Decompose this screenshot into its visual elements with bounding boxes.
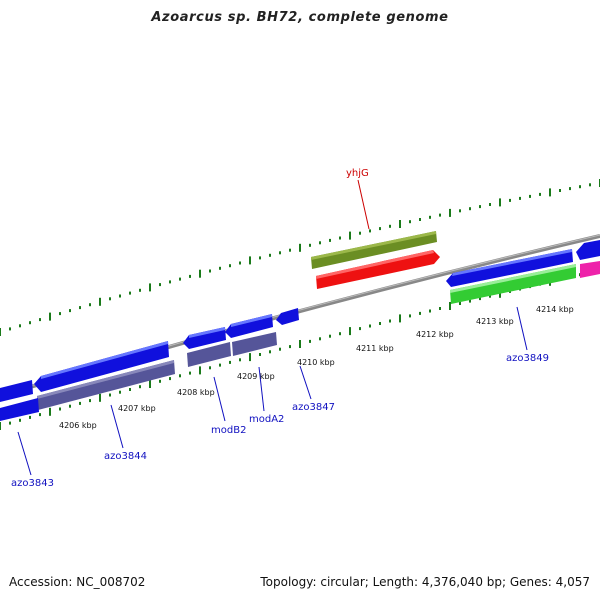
label-azo3849[interactable]: azo3849 xyxy=(506,353,549,364)
label-azo3847[interactable]: azo3847 xyxy=(292,402,335,413)
gene-forward-red-highlight xyxy=(316,250,434,279)
gene-azo3843-b[interactable] xyxy=(0,398,39,421)
label-modA2[interactable]: modA2 xyxy=(249,414,284,425)
leader-yhjG xyxy=(357,179,370,230)
genome-summary: Topology: circular; Length: 4,376,040 bp… xyxy=(260,575,590,589)
scale-label-4209: 4209 kbp xyxy=(237,372,275,381)
label-azo3844[interactable]: azo3844 xyxy=(104,451,147,462)
gene-purple-b[interactable] xyxy=(232,332,277,356)
outer-tick-ring xyxy=(0,179,600,336)
gene-modB2[interactable] xyxy=(183,327,226,349)
gene-azo3843[interactable] xyxy=(0,380,33,402)
gene-purple-long-highlight xyxy=(37,360,174,399)
gene-purple-a[interactable] xyxy=(187,342,231,367)
scale-label-4206: 4206 kbp xyxy=(59,421,97,430)
scale-label-4214: 4214 kbp xyxy=(536,305,574,314)
gene-azo3844-highlight xyxy=(41,341,168,379)
gene-azo3849[interactable] xyxy=(446,249,573,287)
label-yhjG[interactable]: yhjG xyxy=(346,168,369,179)
leader-azo3847 xyxy=(299,365,312,400)
scale-label-4211: 4211 kbp xyxy=(356,344,394,353)
gene-blue-edge[interactable] xyxy=(576,240,600,260)
scale-label-4207: 4207 kbp xyxy=(118,404,156,413)
scale-label-4210: 4210 kbp xyxy=(297,358,335,367)
leader-azo3843 xyxy=(17,431,32,476)
accession-text: Accession: NC_008702 xyxy=(9,575,146,589)
gene-yhjG-highlight xyxy=(311,231,436,260)
label-modB2[interactable]: modB2 xyxy=(211,425,246,436)
scale-label-4213: 4213 kbp xyxy=(476,317,514,326)
gene-purple-long[interactable] xyxy=(37,360,175,410)
leader-modB2 xyxy=(213,376,226,422)
label-azo3843[interactable]: azo3843 xyxy=(11,478,54,489)
scale-label-4208: 4208 kbp xyxy=(177,388,215,397)
gene-modA2-highlight xyxy=(231,314,272,327)
leader-modA2 xyxy=(258,366,265,412)
gene-modB2-highlight xyxy=(189,327,225,338)
gene-azo3849-highlight xyxy=(452,249,572,276)
map-title: Azoarcus sp. BH72, complete genome xyxy=(151,10,449,25)
gene-azo3847[interactable] xyxy=(276,308,299,325)
scale-label-4212: 4212 kbp xyxy=(416,330,454,339)
leader-azo3844 xyxy=(110,404,124,449)
gene-forward-red[interactable] xyxy=(316,250,440,289)
gene-magenta-edge[interactable] xyxy=(580,261,600,278)
leader-azo3849 xyxy=(516,306,528,351)
gene-yhjG[interactable] xyxy=(311,231,437,269)
gene-forward-green-highlight xyxy=(450,264,576,293)
gene-forward-green[interactable] xyxy=(450,264,576,304)
gene-modA2[interactable] xyxy=(225,314,273,338)
gene-azo3844[interactable] xyxy=(34,341,169,392)
